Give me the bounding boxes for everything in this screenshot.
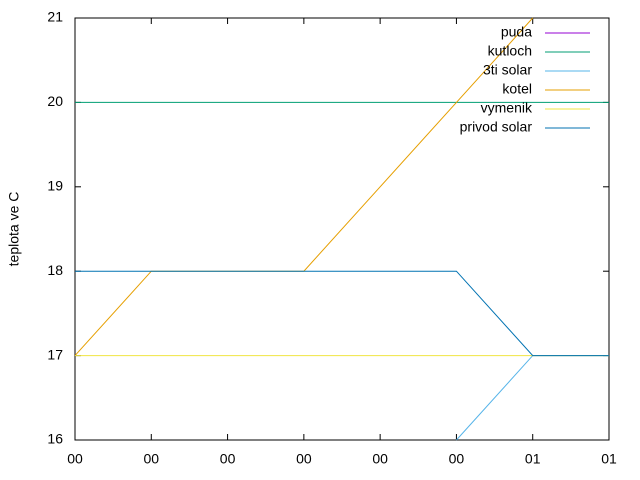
- x-tick-label: 00: [296, 451, 312, 467]
- legend-label: kotel: [502, 81, 532, 97]
- legend-label: privod solar: [460, 119, 533, 135]
- x-tick-label: 00: [143, 451, 159, 467]
- x-tick-label: 00: [67, 451, 83, 467]
- x-tick-label: 01: [525, 451, 541, 467]
- legend-label: 3ti solar: [483, 62, 532, 78]
- legend-label: vymenik: [481, 100, 533, 116]
- y-tick-label: 16: [47, 431, 63, 447]
- legend-label: puda: [501, 24, 532, 40]
- series-line: [456, 355, 609, 441]
- x-tick-label: 00: [220, 451, 236, 467]
- y-tick-label: 17: [47, 346, 63, 362]
- y-tick-label: 21: [47, 9, 63, 25]
- series-line: [75, 270, 609, 357]
- y-tick-label: 18: [47, 262, 63, 278]
- y-axis-label: teplota ve C: [6, 192, 22, 267]
- x-tick-label: 00: [372, 451, 388, 467]
- series-line: [74, 17, 534, 356]
- x-tick-label: 00: [449, 451, 465, 467]
- x-tick-label: 01: [601, 451, 617, 467]
- y-tick-label: 20: [47, 93, 63, 109]
- plot-frame: [74, 17, 610, 441]
- legend-label: kutloch: [488, 43, 532, 59]
- y-tick-label: 19: [47, 178, 63, 194]
